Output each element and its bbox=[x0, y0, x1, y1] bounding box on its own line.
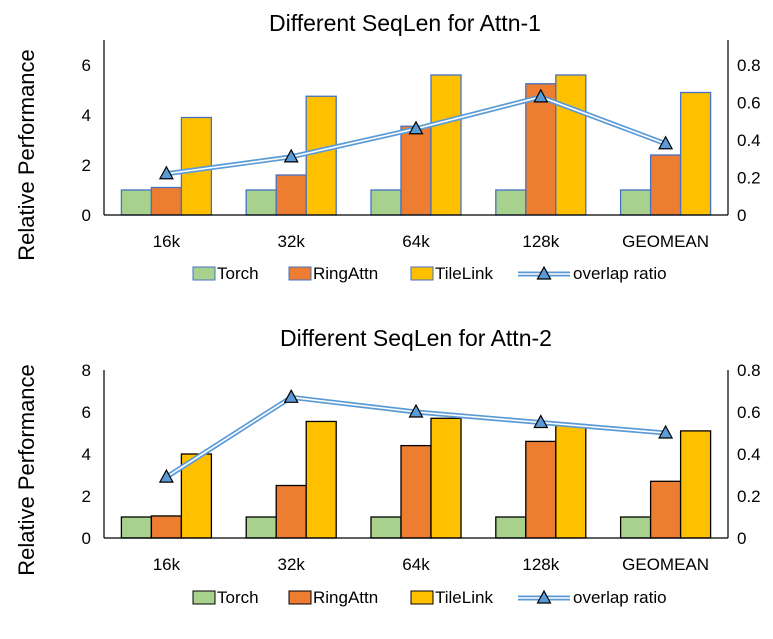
legend-label: RingAttn bbox=[313, 588, 378, 607]
overlap-ratio-marker-geomean bbox=[658, 135, 674, 150]
x-tick-label: GEOMEAN bbox=[622, 232, 709, 251]
chart-attn-1: Different SeqLen for Attn-1 Relative Per… bbox=[14, 10, 761, 283]
bar-torch-geomean bbox=[619, 516, 652, 539]
overlap-ratio-marker-64k bbox=[408, 120, 424, 135]
legend-swatch-ringattn bbox=[288, 266, 312, 281]
overlap-ratio-marker-16k bbox=[158, 165, 174, 180]
y-axis-label: Relative Performance bbox=[14, 364, 39, 576]
x-tick-label: 16k bbox=[153, 555, 181, 574]
bar-tilelink-geomean bbox=[679, 91, 712, 216]
y2-tick-label: 0.6 bbox=[737, 93, 761, 112]
overlap-ratio-marker-64k bbox=[408, 403, 424, 418]
bar-torch-64k bbox=[370, 189, 402, 216]
bar-ringattn-geomean bbox=[649, 154, 682, 216]
y-tick-label: 0 bbox=[82, 529, 91, 548]
y-tick-label: 6 bbox=[82, 403, 91, 422]
overlap-ratio-marker-128k bbox=[533, 88, 549, 103]
chart-attn-2: Different SeqLen for Attn-2 Relative Per… bbox=[14, 325, 761, 607]
overlap-ratio-marker-128k bbox=[533, 414, 549, 429]
legend-swatch-ringattn bbox=[288, 590, 312, 605]
bar-tilelink-64k bbox=[430, 74, 462, 216]
legend: Torch RingAttn TileLink overlap ratio bbox=[192, 588, 667, 607]
chart-title: Different SeqLen for Attn-1 bbox=[269, 10, 541, 36]
legend-label: Torch bbox=[217, 264, 259, 283]
y2-tick-label: 0.2 bbox=[737, 168, 761, 187]
legend-label: TileLink bbox=[435, 588, 493, 607]
bar-ringattn-geomean bbox=[649, 480, 682, 539]
bar-tilelink-128k bbox=[555, 74, 587, 216]
legend-label: overlap ratio bbox=[573, 588, 667, 607]
y-tick-label: 4 bbox=[82, 445, 91, 464]
legend-marker-overlap-ratio bbox=[536, 589, 552, 604]
y2-tick-label: 0 bbox=[737, 206, 746, 225]
x-tick-label: 16k bbox=[153, 232, 181, 251]
y2-tick-label: 0.4 bbox=[737, 131, 761, 150]
plot-area: 0 2 4 6 8 0 0.2 0.4 0.6 0.8 16k 32k 64k 128k GEOMEAN bbox=[82, 361, 761, 574]
y-tick-label: 2 bbox=[82, 156, 91, 175]
bar-torch-16k bbox=[120, 189, 153, 216]
bar-torch-16k bbox=[120, 516, 153, 539]
legend-swatch-torch bbox=[192, 590, 216, 605]
x-tick-label: GEOMEAN bbox=[622, 555, 709, 574]
bar-tilelink-128k bbox=[555, 423, 587, 539]
y2-tick-label: 0.8 bbox=[737, 56, 761, 75]
bar-ringattn-16k bbox=[150, 186, 183, 216]
y-tick-label: 2 bbox=[82, 487, 91, 506]
legend-label: TileLink bbox=[435, 264, 493, 283]
legend-swatch-tilelink bbox=[410, 590, 434, 605]
x-tick-label: 32k bbox=[277, 555, 305, 574]
x-tick-label: 64k bbox=[402, 232, 430, 251]
chart-title: Different SeqLen for Attn-2 bbox=[280, 325, 552, 351]
bar-torch-32k bbox=[245, 516, 277, 539]
bar-ringattn-32k bbox=[275, 484, 307, 539]
bar-ringattn-64k bbox=[400, 125, 432, 216]
bar-tilelink-geomean bbox=[679, 430, 712, 539]
bar-torch-32k bbox=[245, 189, 277, 216]
y-tick-label: 6 bbox=[82, 56, 91, 75]
overlap-ratio-marker-geomean bbox=[658, 424, 674, 439]
bar-ringattn-32k bbox=[275, 174, 307, 216]
y-tick-label: 4 bbox=[82, 106, 91, 125]
overlap-ratio-marker-32k bbox=[283, 148, 299, 163]
y2-tick-label: 0.4 bbox=[737, 445, 761, 464]
bar-ringattn-64k bbox=[400, 444, 432, 539]
bar-tilelink-64k bbox=[430, 417, 462, 539]
bar-tilelink-16k bbox=[180, 453, 213, 539]
y-tick-label: 8 bbox=[82, 361, 91, 380]
y2-tick-label: 0.6 bbox=[737, 403, 761, 422]
plot-area: 0 2 4 6 0 0.2 0.4 0.6 0.8 16k 32k 64k 128k GEOMEAN bbox=[82, 40, 761, 251]
legend-label: overlap ratio bbox=[573, 264, 667, 283]
bar-tilelink-32k bbox=[305, 420, 337, 539]
bar-ringattn-128k bbox=[525, 83, 557, 216]
bar-tilelink-32k bbox=[305, 95, 337, 216]
y-tick-label: 0 bbox=[82, 206, 91, 225]
y2-tick-label: 0 bbox=[737, 529, 746, 548]
legend-swatch-torch bbox=[192, 266, 216, 281]
y2-tick-label: 0.8 bbox=[737, 361, 761, 380]
x-tick-label: 32k bbox=[277, 232, 305, 251]
overlap-ratio-marker-16k bbox=[158, 468, 174, 483]
legend-label: Torch bbox=[217, 588, 259, 607]
bar-ringattn-16k bbox=[150, 515, 183, 539]
x-tick-label: 64k bbox=[402, 555, 430, 574]
bar-torch-geomean bbox=[619, 189, 652, 216]
bar-torch-128k bbox=[495, 189, 527, 216]
y2-tick-label: 0.2 bbox=[737, 487, 761, 506]
legend-marker-overlap-ratio bbox=[536, 265, 552, 280]
y-axis-label: Relative Performance bbox=[14, 49, 39, 261]
bar-torch-64k bbox=[370, 516, 402, 539]
legend: Torch RingAttn TileLink overlap ratio bbox=[192, 264, 667, 283]
bar-ringattn-128k bbox=[525, 440, 557, 539]
overlap-ratio-marker-32k bbox=[283, 389, 299, 403]
bar-torch-128k bbox=[495, 516, 527, 539]
x-tick-label: 128k bbox=[522, 555, 559, 574]
legend-label: RingAttn bbox=[313, 264, 378, 283]
x-tick-label: 128k bbox=[522, 232, 559, 251]
legend-swatch-tilelink bbox=[410, 266, 434, 281]
